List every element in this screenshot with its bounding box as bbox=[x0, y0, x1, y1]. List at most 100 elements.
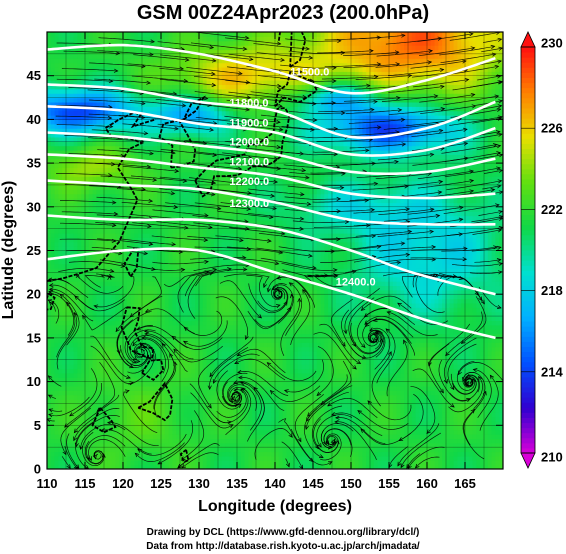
heat-cell bbox=[85, 324, 90, 330]
heat-cell bbox=[111, 337, 116, 343]
heat-cell bbox=[126, 246, 132, 252]
heat-cell bbox=[229, 460, 234, 466]
heat-cell bbox=[58, 368, 63, 374]
heat-cell bbox=[210, 438, 215, 444]
heat-cell bbox=[69, 80, 75, 86]
heat-cell bbox=[50, 246, 56, 252]
heat-cell bbox=[107, 294, 113, 300]
heat-cell bbox=[119, 351, 124, 356]
heat-cell bbox=[210, 320, 215, 326]
heat-cell bbox=[187, 198, 192, 204]
heat-cell bbox=[168, 171, 173, 177]
heat-cell bbox=[58, 399, 63, 405]
heat-cell bbox=[62, 329, 67, 335]
heat-cell bbox=[202, 45, 208, 51]
heat-cell bbox=[69, 62, 75, 68]
heat-cell bbox=[62, 202, 67, 208]
heat-cell bbox=[164, 198, 170, 204]
heat-cell bbox=[81, 342, 86, 348]
heat-cell bbox=[126, 145, 132, 151]
heat-cell bbox=[130, 171, 135, 177]
heat-cell bbox=[187, 171, 192, 177]
heat-cell bbox=[100, 211, 105, 217]
heat-cell bbox=[130, 180, 135, 186]
heat-cell bbox=[100, 176, 105, 182]
heat-cell bbox=[115, 412, 120, 418]
heat-cell bbox=[187, 394, 192, 400]
heat-cell bbox=[81, 189, 86, 195]
heat-cell bbox=[191, 58, 196, 64]
heat-cell bbox=[123, 420, 128, 426]
heat-cell bbox=[202, 36, 208, 42]
heat-cell bbox=[168, 115, 173, 120]
heat-cell bbox=[119, 451, 124, 457]
heat-cell bbox=[104, 237, 109, 243]
heat-cell bbox=[145, 171, 151, 177]
heat-cell bbox=[92, 241, 97, 247]
heat-cell bbox=[50, 425, 56, 431]
heat-cell bbox=[183, 32, 189, 37]
heat-cell bbox=[115, 285, 120, 291]
heat-cell bbox=[96, 355, 101, 361]
heat-cell bbox=[66, 84, 71, 90]
heat-cell bbox=[50, 198, 56, 204]
heat-cell bbox=[153, 254, 158, 260]
heat-cell bbox=[221, 337, 227, 343]
heat-cell bbox=[104, 62, 109, 68]
heat-cell bbox=[54, 215, 59, 221]
heat-cell bbox=[92, 377, 97, 383]
heat-cell bbox=[221, 128, 227, 134]
heat-cell bbox=[145, 224, 151, 230]
heat-cell bbox=[81, 71, 86, 77]
heat-cell bbox=[126, 45, 132, 51]
heat-cell bbox=[145, 364, 151, 370]
heat-cell bbox=[119, 346, 124, 352]
heat-cell bbox=[210, 364, 215, 370]
heat-cell bbox=[66, 359, 71, 365]
heat-cell bbox=[123, 66, 128, 72]
heat-cell bbox=[164, 233, 170, 238]
heat-cell bbox=[138, 128, 143, 134]
heat-cell bbox=[85, 206, 90, 212]
heat-cell bbox=[164, 58, 170, 64]
heat-cell bbox=[199, 110, 204, 116]
heat-cell bbox=[191, 302, 196, 308]
heat-cell bbox=[187, 324, 192, 330]
heat-cell bbox=[77, 359, 82, 365]
heat-cell bbox=[229, 346, 234, 352]
heat-cell bbox=[47, 198, 52, 204]
heat-cell bbox=[123, 184, 128, 190]
heat-cell bbox=[119, 215, 124, 221]
heat-cell bbox=[145, 36, 151, 42]
heat-cell bbox=[81, 228, 86, 234]
heat-cell bbox=[153, 40, 158, 46]
heat-cell bbox=[142, 442, 147, 448]
heat-cell bbox=[134, 141, 139, 147]
heat-cell bbox=[221, 84, 227, 90]
heat-cell bbox=[123, 45, 128, 51]
heat-cell bbox=[172, 198, 177, 204]
heat-cell bbox=[134, 123, 139, 129]
heat-cell bbox=[92, 254, 97, 260]
heat-cell bbox=[54, 464, 59, 469]
heat-cell bbox=[157, 311, 162, 317]
heat-cell bbox=[149, 84, 154, 90]
heat-cell bbox=[58, 329, 63, 335]
heat-cell bbox=[100, 66, 105, 72]
heat-cell bbox=[119, 407, 124, 413]
heat-cell bbox=[81, 93, 86, 99]
heat-cell bbox=[126, 368, 132, 374]
heat-cell bbox=[77, 416, 82, 422]
heat-cell bbox=[130, 364, 135, 370]
heat-cell bbox=[138, 320, 143, 326]
heat-cell bbox=[229, 434, 234, 440]
heat-cell bbox=[81, 298, 86, 304]
heat-cell bbox=[153, 329, 158, 335]
heat-cell bbox=[218, 62, 223, 68]
heat-cell bbox=[153, 215, 158, 221]
heat-cell bbox=[119, 307, 124, 313]
heat-cell bbox=[66, 372, 71, 378]
heat-cell bbox=[164, 202, 170, 208]
heat-cell bbox=[138, 36, 143, 42]
heat-cell bbox=[96, 101, 101, 107]
